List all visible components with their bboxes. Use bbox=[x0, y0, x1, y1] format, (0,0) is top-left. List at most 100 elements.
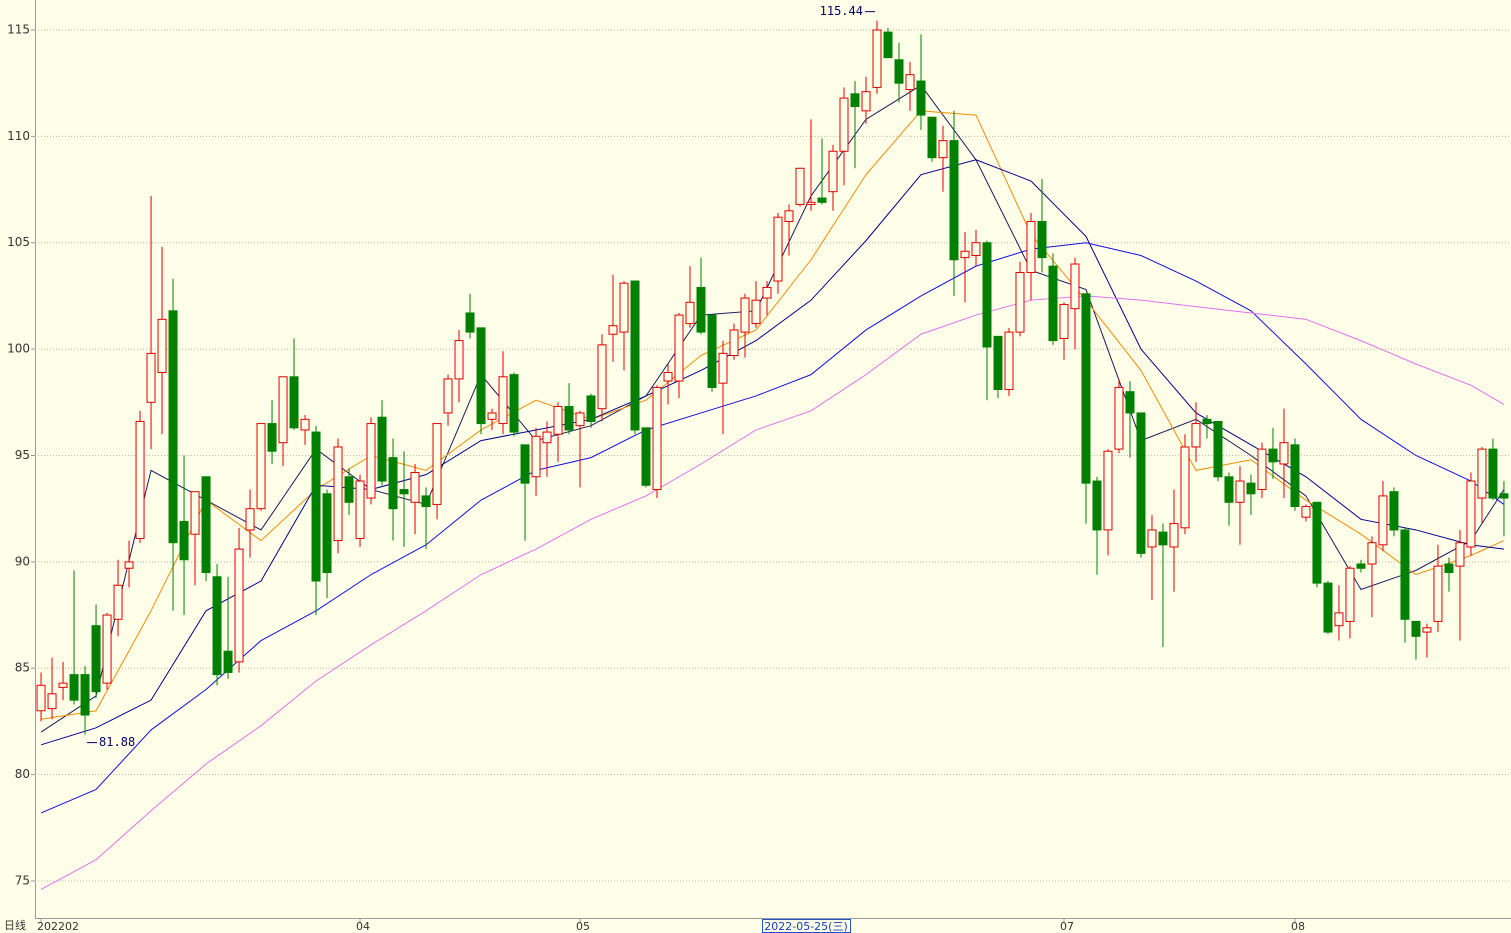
candle-body bbox=[751, 299, 761, 325]
candle-body bbox=[674, 314, 684, 382]
candle-body bbox=[718, 352, 728, 384]
candle-body bbox=[960, 250, 970, 259]
candle-body bbox=[311, 431, 321, 582]
moving-average-line bbox=[40, 295, 1505, 890]
high-note: 115.44 bbox=[820, 4, 863, 18]
candle-body bbox=[1444, 563, 1454, 574]
candle-body bbox=[1246, 482, 1256, 495]
candle-body bbox=[1345, 567, 1355, 622]
candle-body bbox=[1180, 446, 1190, 529]
candle-body bbox=[1301, 506, 1311, 518]
candle-body bbox=[1400, 529, 1410, 620]
candle-body bbox=[234, 548, 244, 663]
candle-body bbox=[267, 423, 277, 452]
candle-body bbox=[652, 386, 662, 491]
candle-body bbox=[102, 614, 112, 684]
y-tick-label: 80 bbox=[15, 767, 30, 781]
candle-body bbox=[630, 280, 640, 431]
y-tick-label: 85 bbox=[15, 661, 30, 675]
candle-body bbox=[564, 406, 574, 431]
y-tick-label: 90 bbox=[15, 554, 30, 568]
candle-body bbox=[58, 682, 68, 688]
candle-body bbox=[553, 406, 563, 435]
candle-body bbox=[1213, 420, 1223, 478]
candle-body bbox=[146, 352, 156, 403]
y-tick-label: 100 bbox=[7, 342, 30, 356]
candle-body bbox=[1114, 386, 1124, 450]
moving-average-line bbox=[40, 159, 1505, 746]
candle-body bbox=[1488, 448, 1498, 499]
candle-body bbox=[432, 423, 442, 505]
candle-body bbox=[542, 431, 552, 444]
candle-body bbox=[1092, 480, 1102, 531]
candle-body bbox=[1103, 450, 1113, 531]
x-tick-label: 202202 bbox=[37, 920, 79, 933]
candle-body bbox=[223, 650, 233, 673]
candle-body bbox=[916, 80, 926, 116]
candle-body bbox=[1279, 442, 1289, 465]
candle-body bbox=[1433, 565, 1443, 622]
candle-body bbox=[388, 457, 398, 510]
candle-body bbox=[872, 29, 882, 88]
candle-body bbox=[575, 412, 585, 427]
candle-body bbox=[817, 197, 827, 203]
moving-average-line bbox=[40, 84, 1505, 733]
candle-body bbox=[608, 325, 618, 335]
candle-body bbox=[1290, 444, 1300, 508]
y-tick-label: 110 bbox=[7, 129, 30, 143]
candle-body bbox=[1334, 612, 1344, 627]
candle-body bbox=[619, 282, 629, 333]
candle-body bbox=[278, 376, 288, 444]
candle-body bbox=[245, 508, 255, 531]
candle-body bbox=[894, 59, 904, 84]
candle-body bbox=[520, 444, 530, 484]
candle-body bbox=[36, 684, 46, 712]
moving-average-line bbox=[40, 242, 1505, 814]
candle-body bbox=[355, 480, 365, 539]
candle-body bbox=[509, 374, 519, 433]
candle-body bbox=[487, 412, 497, 420]
candle-body bbox=[322, 493, 332, 574]
candle-body bbox=[256, 423, 266, 510]
candle-body bbox=[1499, 493, 1509, 499]
moving-average-line bbox=[40, 110, 1505, 720]
candle-body bbox=[784, 210, 794, 222]
candle-body bbox=[861, 91, 871, 112]
candle-body bbox=[410, 472, 420, 503]
y-tick-label: 95 bbox=[15, 448, 30, 462]
candle-body bbox=[212, 576, 222, 676]
candle-body bbox=[465, 312, 475, 333]
candle-body bbox=[1026, 220, 1036, 274]
candle-body bbox=[1048, 265, 1058, 342]
candle-body bbox=[113, 584, 123, 620]
candle-body bbox=[124, 561, 134, 569]
candle-body bbox=[1477, 448, 1487, 499]
candle-body bbox=[47, 693, 57, 710]
candle-body bbox=[1070, 263, 1080, 310]
candle-body bbox=[795, 167, 805, 205]
candle-body bbox=[135, 420, 145, 539]
candle-body bbox=[157, 318, 167, 374]
candle-body bbox=[641, 427, 651, 486]
y-tick-label: 115 bbox=[7, 22, 30, 36]
candle-body bbox=[850, 93, 860, 108]
candle-body bbox=[476, 327, 486, 425]
candle-body bbox=[333, 446, 343, 542]
candle-body bbox=[1455, 542, 1465, 567]
candle-body bbox=[80, 674, 90, 716]
cursor-label: 2022-05-25(三) bbox=[764, 920, 848, 933]
candle-body bbox=[1268, 448, 1278, 463]
y-tick-label: 75 bbox=[15, 873, 30, 887]
candle-body bbox=[1323, 582, 1333, 633]
candle-body bbox=[1158, 531, 1168, 546]
x-tick-label: 07 bbox=[1060, 920, 1074, 933]
candle-body bbox=[740, 297, 750, 333]
candle-body bbox=[190, 491, 200, 535]
candle-body bbox=[1125, 391, 1135, 414]
candle-body bbox=[91, 625, 101, 693]
candle-body bbox=[1411, 620, 1421, 637]
candle-body bbox=[399, 489, 409, 495]
candle-body bbox=[1257, 448, 1267, 491]
candle-body bbox=[806, 201, 816, 205]
